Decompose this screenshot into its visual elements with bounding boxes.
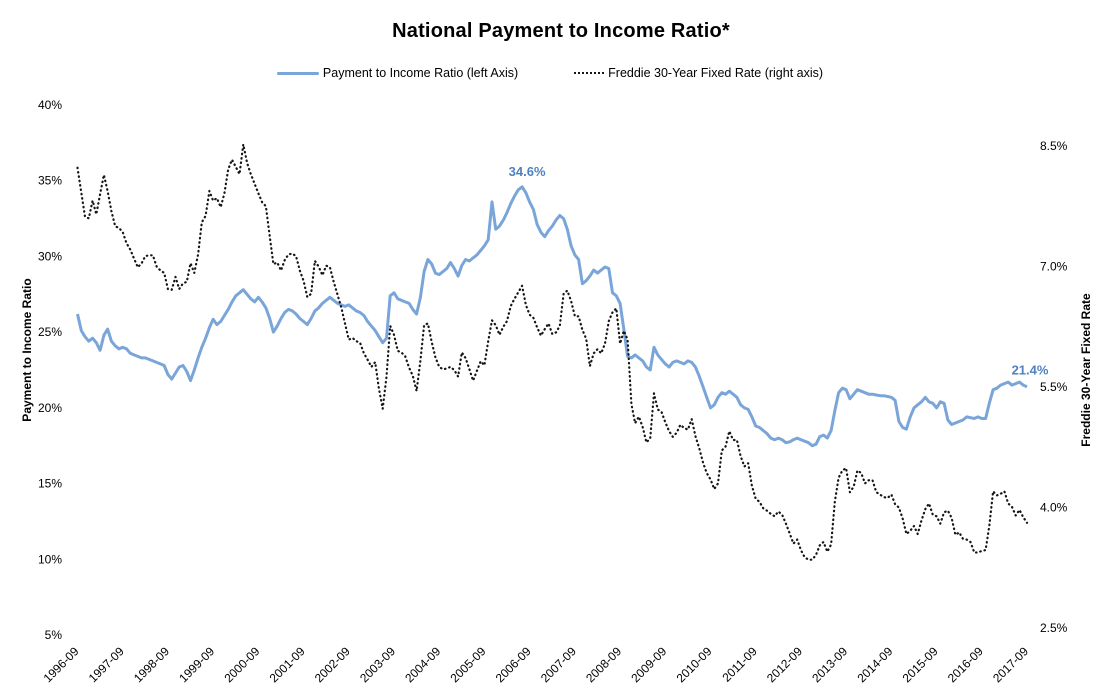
series-line-freddie-rate [76,143,1029,561]
dotted-line-swatch-icon [574,72,605,74]
svg-text:1998-09: 1998-09 [131,644,172,685]
svg-text:2007-09: 2007-09 [538,644,579,685]
svg-text:2.5%: 2.5% [1040,621,1068,635]
svg-text:2001-09: 2001-09 [267,644,308,685]
x-axis-tick-labels: 1996-09 1997-09 1998-09 1999-09 2000-09 2001-… [41,644,1032,685]
svg-text:2006-09: 2006-09 [493,644,534,685]
svg-text:2010-09: 2010-09 [674,644,715,685]
legend-label-payment-ratio: Payment to Income Ratio (left Axis) [322,66,519,80]
svg-text:2011-09: 2011-09 [719,644,760,685]
svg-text:2008-09: 2008-09 [583,644,624,685]
svg-text:2015-09: 2015-09 [900,644,941,685]
svg-text:2012-09: 2012-09 [764,644,805,685]
svg-text:25%: 25% [38,325,62,339]
svg-text:2003-09: 2003-09 [357,644,398,685]
svg-text:15%: 15% [38,477,62,491]
svg-text:2004-09: 2004-09 [402,644,443,685]
annotation-21.4%: 21.4% [1012,363,1049,378]
svg-text:20%: 20% [38,401,62,415]
svg-text:2000-09: 2000-09 [221,644,262,685]
svg-text:2016-09: 2016-09 [945,644,986,685]
svg-text:2014-09: 2014-09 [854,644,895,685]
svg-text:1996-09: 1996-09 [41,644,82,685]
legend-item-payment-ratio: Payment to Income Ratio (left Axis) [276,66,519,80]
chart-title: National Payment to Income Ratio* [392,20,730,42]
svg-text:35%: 35% [38,174,62,188]
svg-text:5.5%: 5.5% [1040,380,1068,394]
legend-item-freddie-rate: Freddie 30-Year Fixed Rate (right axis) [574,66,823,80]
svg-text:5%: 5% [45,628,63,642]
annotation-34.6%: 34.6% [509,164,546,179]
svg-text:8.5%: 8.5% [1040,139,1068,153]
svg-text:7.0%: 7.0% [1040,260,1068,274]
series-line-payment-ratio [76,185,1028,448]
svg-text:1999-09: 1999-09 [176,644,217,685]
svg-text:30%: 30% [38,249,62,263]
data-series-lines [76,143,1029,561]
right-axis-tick-labels: 8.5% 7.0% 5.5% 4.0% 2.5% [1040,139,1068,635]
svg-text:40%: 40% [38,98,62,112]
svg-text:10%: 10% [38,552,62,566]
svg-text:2005-09: 2005-09 [448,644,489,685]
solid-line-swatch-icon [276,71,319,75]
legend: Payment to Income Ratio (left Axis) Fred… [0,66,1100,80]
left-axis-tick-labels: 40% 35% 30% 25% 20% 15% 10% 5% [38,98,62,642]
svg-text:2009-09: 2009-09 [628,644,669,685]
svg-text:2013-09: 2013-09 [809,644,850,685]
data-label-annotations: 34.6% 21.4% [509,164,1049,378]
legend-label-freddie-rate: Freddie 30-Year Fixed Rate (right axis) [608,66,824,80]
svg-text:1997-09: 1997-09 [86,644,127,685]
svg-text:2017-09: 2017-09 [990,644,1031,685]
svg-text:4.0%: 4.0% [1040,501,1068,515]
svg-text:2002-09: 2002-09 [312,644,353,685]
